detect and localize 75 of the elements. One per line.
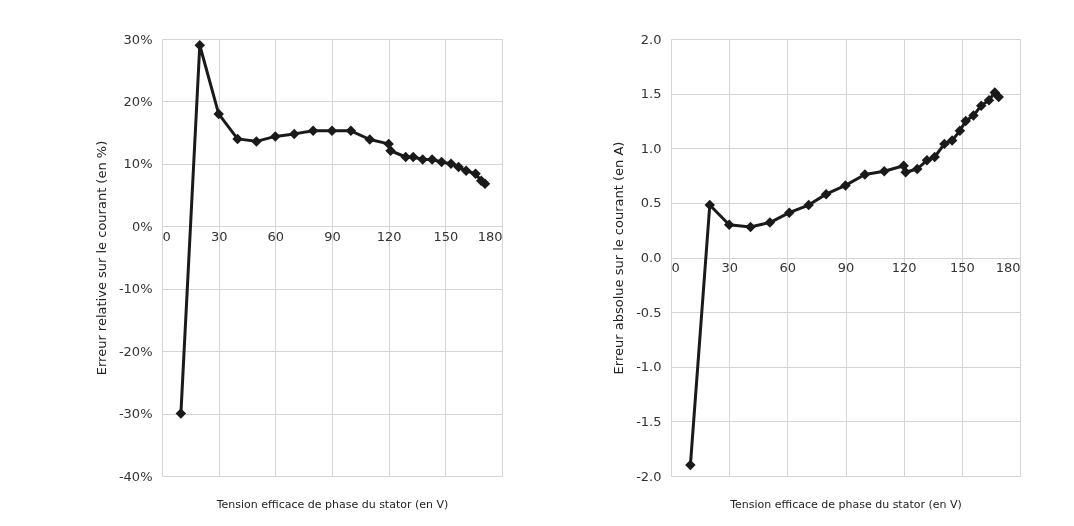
x-axis-title: Tension efficace de phase du stator (en V) [215,497,449,511]
y-tick-label: -20% [118,343,153,359]
point [745,221,756,233]
point [840,180,851,191]
x-tick-label: 150 [433,228,459,244]
point [764,217,776,228]
x-tick-label: 0 [162,228,171,244]
x-tick-label: 180 [477,228,503,244]
point [879,165,890,177]
x-axis-title: Tension efficace de phase du stator (en V) [729,497,962,511]
x-tick-label: 90 [324,228,341,244]
point [954,125,966,137]
y-tick-label: 10% [123,156,153,172]
y-tick-label: -1.5 [636,413,662,429]
y-tick-label: -1.0 [636,359,662,375]
point [723,219,735,230]
point [385,145,396,156]
point [803,199,814,211]
point [685,459,696,471]
y-tick-label: 2.0 [640,31,662,47]
point [383,138,394,150]
y-tick-label: -2.0 [636,468,662,484]
point [326,125,338,137]
point [232,133,243,145]
point [921,155,933,166]
x-tick-label: 30 [210,228,228,244]
point [251,136,262,147]
x-tick-label: 30 [721,260,738,275]
point [975,100,987,111]
point [820,188,832,200]
point [175,408,187,419]
x-tick-label: 60 [779,260,797,275]
point [345,125,357,137]
y-tick-label: 0% [131,218,153,234]
point [460,165,472,176]
y-tick-label: 0.5 [640,195,662,211]
x-tick-label: 120 [891,260,917,275]
x-tick-label: 150 [949,260,975,275]
point [364,134,376,145]
y-tick-label: 30% [123,31,153,47]
point [859,169,871,180]
y-tick-label: 1.0 [640,140,662,156]
y-tick-label: 0.0 [640,250,662,265]
point [307,125,319,137]
y-axis-title: Erreur relative sur le courant (en %) [93,140,109,376]
point [436,156,447,168]
y-tick-label: -30% [118,406,153,422]
point [470,168,481,180]
y-tick-label: -10% [118,281,153,297]
x-tick-label: 180 [995,260,1021,275]
point [417,154,428,165]
point [453,161,464,173]
y-tick-label: -40% [118,468,153,484]
point [900,167,911,178]
point [993,91,1004,103]
point [213,108,224,120]
point [968,110,979,121]
y-axis-title: Erreur absolue sur le courant (en A) [611,141,627,375]
y-tick-label: 20% [123,93,153,109]
y-tick-label: -0.5 [636,304,662,320]
point [960,115,971,127]
x-tick-label: 0 [671,260,680,275]
x-tick-label: 90 [837,260,855,275]
point [270,131,281,142]
point [939,138,950,150]
point [929,151,940,163]
point [445,158,457,170]
point [911,163,923,175]
x-tick-label: 120 [376,228,402,244]
point [288,128,300,140]
x-tick-label: 60 [267,228,285,244]
y-tick-label: 1.5 [640,86,662,102]
point [983,94,995,106]
point [946,135,958,146]
point [784,207,795,218]
